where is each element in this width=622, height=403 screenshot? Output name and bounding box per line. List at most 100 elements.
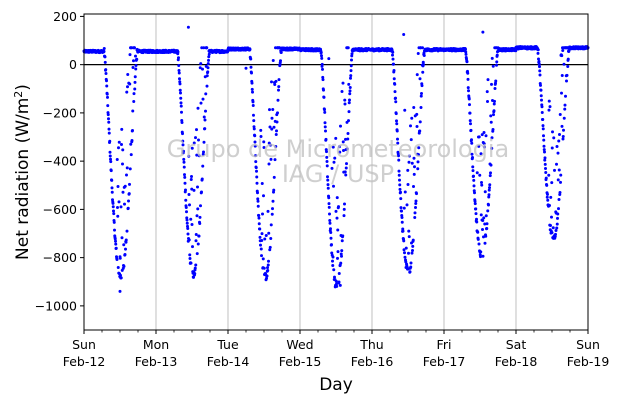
data-point <box>183 175 187 179</box>
data-point <box>254 166 258 170</box>
data-point <box>349 74 353 78</box>
data-point <box>196 185 199 189</box>
data-point <box>340 90 344 94</box>
data-point <box>416 167 420 171</box>
data-point <box>187 154 191 158</box>
data-point <box>103 55 107 59</box>
data-point <box>488 183 492 187</box>
data-point <box>331 264 335 268</box>
data-point <box>271 207 274 211</box>
data-point <box>182 160 186 164</box>
data-point <box>487 193 491 197</box>
data-point <box>397 158 401 162</box>
data-point <box>265 276 268 280</box>
data-point <box>177 64 181 67</box>
data-point <box>464 50 468 54</box>
data-point <box>482 142 486 146</box>
data-point <box>480 180 483 184</box>
data-point <box>185 218 189 222</box>
data-point <box>466 77 470 81</box>
data-point <box>330 243 333 247</box>
data-point <box>553 235 557 239</box>
data-point <box>542 138 546 142</box>
data-point <box>325 150 328 154</box>
data-point <box>483 145 486 149</box>
data-point <box>561 48 565 52</box>
data-point <box>258 227 262 231</box>
data-point <box>190 146 194 150</box>
data-point <box>558 190 562 194</box>
data-point <box>322 88 325 92</box>
data-point <box>125 229 129 233</box>
data-point <box>122 264 126 268</box>
x-tick-label-date: Feb-17 <box>423 354 466 369</box>
x-tick-label-date: Feb-19 <box>567 354 610 369</box>
watermark: Grupo de Micrometeorologia IAG / USP <box>167 135 509 188</box>
data-point <box>475 171 479 175</box>
data-point <box>544 176 548 180</box>
data-point <box>105 84 109 88</box>
data-point <box>396 141 400 145</box>
data-point <box>336 256 339 260</box>
data-point <box>414 202 418 206</box>
data-point <box>411 244 415 248</box>
y-axis-label: Net radiation (W/m2) <box>12 84 34 260</box>
data-point <box>415 192 418 196</box>
data-point <box>397 169 401 173</box>
data-point <box>185 221 189 225</box>
data-point <box>263 237 267 241</box>
data-point <box>271 199 275 203</box>
data-point <box>196 242 200 246</box>
data-point <box>276 111 279 115</box>
data-point <box>476 230 480 234</box>
data-point <box>268 245 272 249</box>
data-point <box>547 99 551 103</box>
data-point <box>562 128 565 132</box>
data-point <box>420 91 423 95</box>
data-point <box>407 251 410 255</box>
data-point <box>182 149 185 153</box>
data-point <box>557 197 561 201</box>
data-point <box>407 235 411 239</box>
data-point <box>391 50 395 54</box>
data-point <box>398 187 402 191</box>
data-point <box>342 207 346 211</box>
data-point <box>321 78 325 82</box>
data-point <box>477 135 481 139</box>
data-point <box>338 283 342 287</box>
data-point <box>336 250 340 254</box>
data-point <box>541 124 545 128</box>
data-point <box>421 46 424 50</box>
data-point <box>279 51 283 54</box>
data-point <box>493 99 496 103</box>
data-point <box>277 88 280 92</box>
data-point <box>495 60 499 64</box>
data-point <box>344 173 348 177</box>
data-point <box>547 173 551 177</box>
data-point <box>337 280 341 284</box>
data-point <box>472 174 475 178</box>
data-point <box>328 221 332 225</box>
data-point <box>397 173 401 177</box>
data-point <box>490 146 494 150</box>
data-point <box>200 177 204 181</box>
data-point <box>403 255 407 259</box>
data-point <box>185 216 189 220</box>
data-point <box>201 67 204 71</box>
data-point <box>348 86 352 90</box>
data-point <box>251 90 254 94</box>
data-point <box>418 77 422 81</box>
data-point <box>268 108 271 112</box>
data-point <box>133 87 137 91</box>
data-point <box>391 53 394 57</box>
data-point <box>133 46 136 50</box>
data-point <box>270 80 273 84</box>
data-point <box>252 113 255 117</box>
data-point <box>114 239 117 243</box>
data-point <box>485 227 489 231</box>
data-point <box>349 76 352 80</box>
data-point <box>262 266 266 270</box>
data-point <box>177 71 181 75</box>
data-point <box>250 87 254 91</box>
data-point <box>129 142 133 146</box>
